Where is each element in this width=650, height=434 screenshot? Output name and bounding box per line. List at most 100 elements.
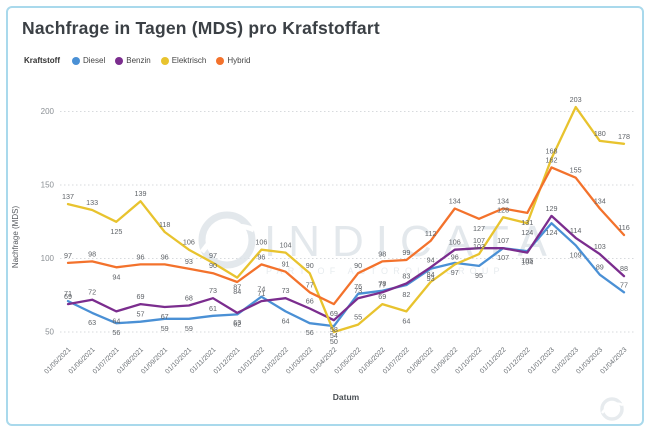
data-label-elektrisch: 90	[306, 261, 314, 270]
data-label-elektrisch: 203	[570, 95, 582, 104]
data-label-diesel: 76	[354, 282, 362, 291]
watermark-brand: INDICATA	[264, 217, 559, 266]
series-line-hybrid[interactable]	[66, 166, 626, 306]
y-axis-title: Nachfrage (MDS)	[11, 206, 20, 269]
data-label-benzin: 106	[449, 238, 461, 247]
data-label-benzin: 73	[354, 286, 362, 295]
data-label-diesel: 105	[521, 256, 533, 265]
data-label-benzin: 114	[570, 226, 581, 235]
data-label-diesel: 124	[545, 228, 557, 237]
x-axis-title: Datum	[333, 392, 360, 402]
data-label-diesel: 61	[209, 304, 217, 313]
data-label-diesel: 59	[161, 324, 169, 333]
legend-item-label: Hybrid	[227, 56, 251, 65]
data-label-hybrid: 116	[618, 223, 629, 232]
data-label-elektrisch: 180	[594, 129, 606, 138]
data-label-elektrisch: 106	[255, 238, 267, 247]
data-label-hybrid: 90	[209, 261, 217, 270]
data-label-hybrid: 127	[473, 224, 485, 233]
data-label-elektrisch: 128	[497, 205, 509, 214]
data-label-hybrid: 96	[257, 252, 265, 261]
data-label-elektrisch: 125	[110, 227, 122, 236]
legend-item-hybrid[interactable]: Hybrid	[216, 56, 251, 65]
data-label-benzin: 69	[64, 292, 72, 301]
data-label-hybrid: 77	[306, 280, 314, 289]
data-label-benzin: 77	[378, 280, 386, 289]
data-label-hybrid: 69	[330, 309, 338, 318]
series-line-elektrisch[interactable]	[66, 105, 626, 334]
data-label-hybrid: 98	[378, 249, 386, 258]
data-label-diesel: 64	[282, 316, 290, 325]
data-label-hybrid: 96	[161, 252, 169, 261]
data-label-elektrisch: 178	[618, 132, 630, 141]
legend-item-label: Elektrisch	[171, 56, 207, 65]
data-label-elektrisch: 118	[159, 220, 170, 229]
data-label-elektrisch: 104	[280, 241, 292, 250]
data-label-elektrisch: 168	[545, 147, 557, 156]
data-label-hybrid: 90	[354, 261, 362, 270]
y-tick-label: 100	[41, 254, 55, 263]
data-label-elektrisch: 87	[233, 283, 241, 292]
data-label-diesel: 54	[330, 331, 338, 340]
data-label-diesel: 93	[427, 274, 435, 283]
data-label-diesel: 59	[185, 324, 193, 333]
data-label-diesel: 95	[475, 271, 483, 280]
data-label-benzin: 83	[402, 271, 410, 280]
data-label-elektrisch: 84	[427, 270, 435, 279]
data-label-hybrid: 94	[112, 272, 120, 281]
data-label-diesel: 63	[88, 318, 96, 327]
data-label-diesel: 56	[306, 328, 314, 337]
data-label-elektrisch: 133	[86, 198, 98, 207]
legend-item-elektrisch[interactable]: Elektrisch	[160, 56, 207, 65]
data-label-diesel: 78	[378, 279, 386, 288]
data-label-diesel: 89	[596, 263, 604, 272]
watermark-mini-logo-swoosh	[601, 402, 624, 414]
data-label-elektrisch: 139	[135, 189, 147, 198]
data-label-elektrisch: 106	[183, 238, 195, 247]
data-label-diesel: 107	[497, 253, 509, 262]
data-label-diesel: 77	[620, 280, 628, 289]
data-label-elektrisch: 50	[330, 337, 338, 346]
data-label-benzin: 66	[306, 296, 314, 305]
data-label-hybrid: 91	[282, 260, 290, 269]
data-label-diesel: 82	[402, 290, 410, 299]
watermark-globe-swoosh	[199, 224, 256, 254]
data-label-elektrisch: 69	[378, 292, 386, 301]
data-label-benzin: 63	[233, 318, 241, 327]
legend-item-diesel[interactable]: Diesel	[72, 56, 105, 65]
data-label-hybrid: 84	[233, 287, 241, 296]
data-label-diesel: 71	[64, 289, 72, 298]
legend-item-benzin[interactable]: Benzin	[115, 56, 151, 65]
data-label-elektrisch: 97	[209, 251, 217, 260]
data-label-benzin: 73	[209, 286, 217, 295]
watermark-tagline: PART OF AUTOROLA GROUP	[266, 266, 505, 276]
data-label-hybrid: 134	[497, 197, 509, 206]
data-label-benzin: 88	[620, 264, 628, 273]
watermark-mini-logo-icon	[600, 397, 624, 421]
data-label-benzin: 72	[88, 288, 96, 297]
data-label-elektrisch: 55	[354, 313, 362, 322]
data-label-hybrid: 112	[425, 229, 436, 238]
data-label-benzin: 129	[545, 204, 557, 213]
data-label-hybrid: 99	[402, 248, 410, 257]
legend: Kraftstoff Diesel Benzin Elektrisch Hybrid	[24, 56, 251, 65]
data-label-hybrid: 162	[545, 155, 557, 164]
data-label-benzin: 103	[594, 242, 606, 251]
data-label-elektrisch: 103	[473, 242, 485, 251]
data-label-benzin: 67	[161, 312, 169, 321]
data-label-hybrid: 93	[185, 257, 193, 266]
y-tick-label: 150	[41, 181, 55, 190]
data-label-elektrisch: 137	[62, 192, 74, 201]
y-tick-label: 200	[41, 107, 55, 116]
data-label-benzin: 94	[427, 255, 435, 264]
data-label-benzin: 107	[497, 236, 509, 245]
legend-swatch-icon	[115, 56, 124, 65]
legend-swatch-icon	[216, 56, 225, 65]
data-label-benzin: 68	[185, 294, 193, 303]
data-label-benzin: 73	[282, 286, 290, 295]
y-tick-label: 50	[45, 328, 54, 337]
series-line-benzin[interactable]	[66, 214, 626, 322]
data-label-benzin: 64	[112, 316, 120, 325]
